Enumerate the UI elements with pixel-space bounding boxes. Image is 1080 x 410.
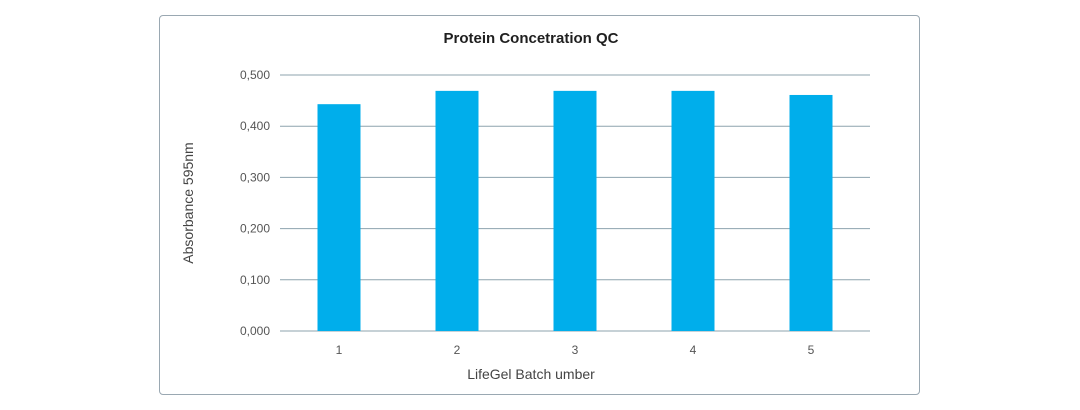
y-axis-ticks: 0,000 0,100 0,200 0,300 0,400 0,500	[240, 68, 270, 338]
y-tick-label: 0,000	[240, 324, 270, 338]
y-tick-label: 0,500	[240, 68, 270, 82]
bar-1	[317, 104, 361, 332]
y-tick-label: 0,200	[240, 222, 270, 236]
x-tick-label: 3	[572, 343, 579, 357]
x-tick-label: 5	[808, 343, 815, 357]
x-tick-label: 1	[336, 343, 343, 357]
bar-5	[789, 94, 833, 331]
bar-4	[671, 90, 715, 331]
y-tick-label: 0,300	[240, 170, 270, 184]
y-tick-label: 0,400	[240, 119, 270, 133]
x-axis-label: LifeGel Batch umber	[467, 366, 595, 382]
x-axis-ticks: 1 2 3 4 5	[336, 343, 815, 357]
chart-title: Protein Concetration QC	[443, 30, 618, 47]
bar-3	[553, 90, 597, 331]
x-tick-label: 4	[690, 343, 697, 357]
bars	[317, 90, 833, 332]
bar-2	[435, 90, 479, 331]
y-axis-label: Absorbance 595nm	[180, 142, 196, 263]
y-tick-label: 0,100	[240, 273, 270, 287]
x-tick-label: 2	[454, 343, 461, 357]
